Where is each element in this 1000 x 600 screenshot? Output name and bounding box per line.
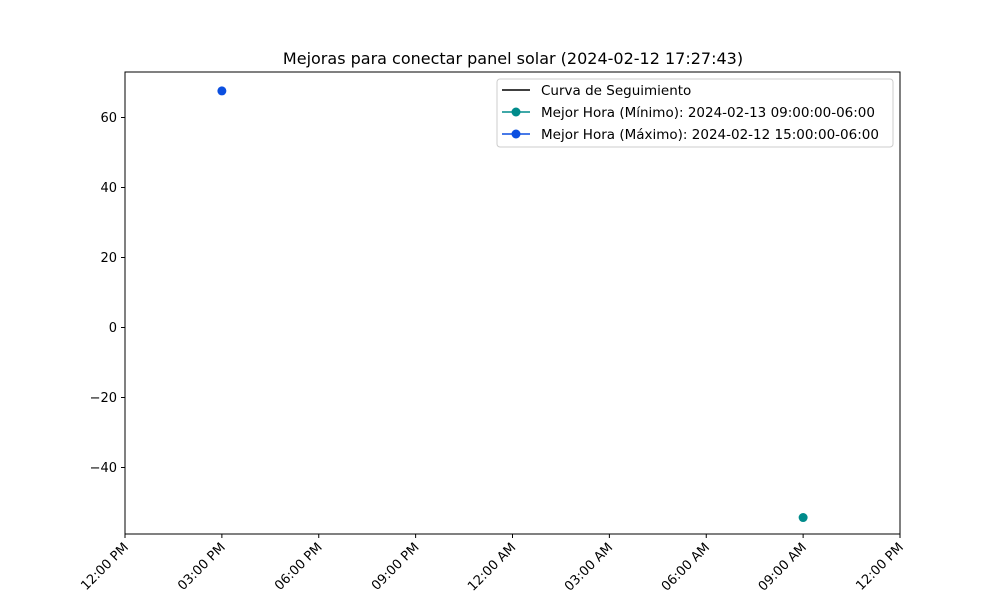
data-point bbox=[798, 513, 808, 523]
plot-frame bbox=[124, 71, 901, 535]
x-tick-label: 12:00 PM bbox=[78, 540, 131, 593]
chart-marks bbox=[217, 86, 808, 523]
legend: Curva de Seguimiento Mejor Hora (Mínimo):… bbox=[496, 78, 894, 148]
x-tick-label: 03:00 PM bbox=[175, 540, 228, 593]
y-tick-label: 40 bbox=[100, 181, 117, 196]
x-tick-label: 03:00 AM bbox=[562, 540, 616, 594]
x-tick-label: 06:00 PM bbox=[272, 540, 325, 593]
y-tick-label: 20 bbox=[100, 251, 117, 266]
y-tick-label: 60 bbox=[100, 111, 117, 126]
x-tick-label: 06:00 AM bbox=[659, 540, 713, 594]
x-tick-label: 12:00 AM bbox=[465, 540, 519, 594]
legend-marker bbox=[511, 129, 521, 139]
legend-label: Mejor Hora (Mínimo): 2024-02-13 09:00:00… bbox=[541, 105, 875, 121]
x-tick-label: 12:00 PM bbox=[853, 540, 906, 593]
axis-ticks: 60 40 20 0 −20 −40 12:00 PM 03:00 PM 06:00 PM 09:… bbox=[78, 111, 906, 594]
legend-label: Mejor Hora (Máximo): 2024-02-12 15:00:00… bbox=[541, 127, 879, 143]
legend-label: Curva de Seguimiento bbox=[541, 83, 691, 99]
y-tick-label: −20 bbox=[90, 391, 117, 406]
y-tick-label: 0 bbox=[109, 321, 117, 336]
x-tick-label: 09:00 PM bbox=[369, 540, 422, 593]
legend-marker bbox=[511, 107, 521, 117]
x-tick-label: 09:00 AM bbox=[756, 540, 810, 594]
chart-title: Mejoras para conectar panel solar (2024-… bbox=[283, 49, 743, 68]
legend-box bbox=[496, 78, 894, 148]
data-point bbox=[217, 86, 227, 96]
y-tick-label: −40 bbox=[90, 461, 117, 476]
